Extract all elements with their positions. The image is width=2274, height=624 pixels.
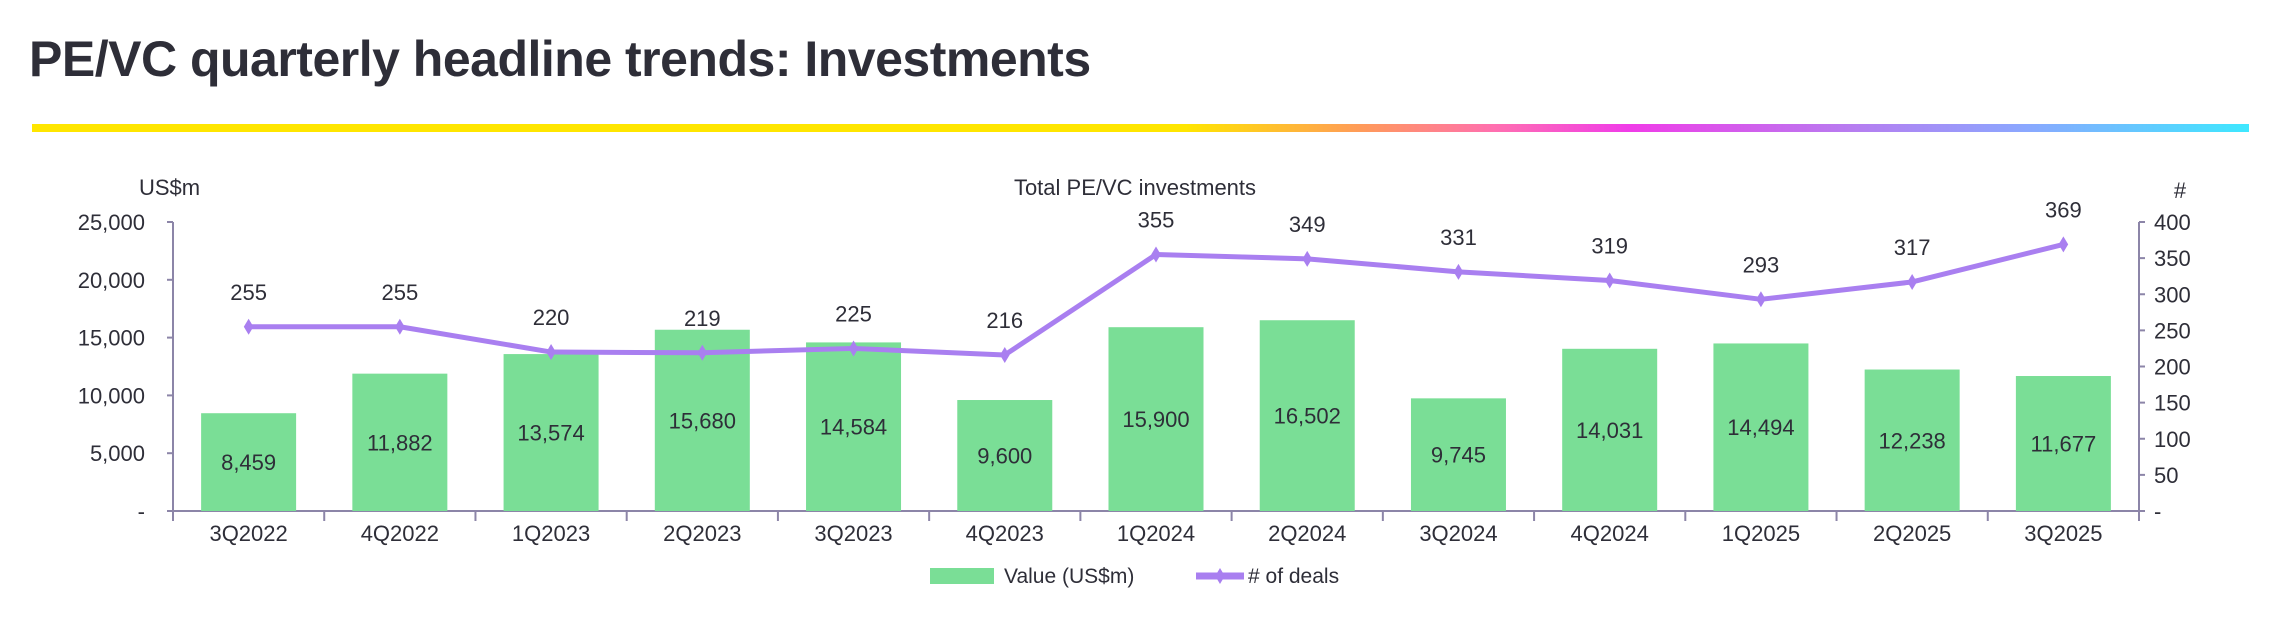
- bar: [957, 400, 1053, 511]
- x-tick-label: 3Q2025: [2024, 521, 2102, 546]
- left-tick-label: 10,000: [78, 383, 145, 408]
- bar-data-label: 11,677: [2031, 432, 2097, 457]
- bar: [352, 373, 448, 511]
- bar: [503, 354, 599, 511]
- bar: [1410, 398, 1506, 511]
- x-tick-label: 1Q2025: [1722, 521, 1800, 546]
- bar: [806, 342, 902, 511]
- deals-data-label: 255: [230, 280, 267, 305]
- bar-data-label: 9,745: [1431, 443, 1486, 468]
- right-tick-label: 350: [2154, 246, 2191, 271]
- left-tick-label: 20,000: [78, 268, 145, 293]
- deals-point: [395, 318, 405, 335]
- deals-point: [1453, 263, 1464, 280]
- bar: [1864, 369, 1960, 511]
- bar: [1108, 327, 1204, 511]
- bar: [1562, 348, 1658, 511]
- deals-data-label: 220: [533, 305, 570, 330]
- bar: [1713, 343, 1809, 511]
- deals-data-label: 349: [1289, 212, 1326, 237]
- right-tick-label: 300: [2154, 282, 2191, 307]
- bar-data-label: 14,494: [1727, 415, 1794, 440]
- x-tick-label: 2Q2023: [663, 521, 741, 546]
- left-axis-title: US$m: [139, 175, 200, 200]
- deals-data-label: 216: [986, 308, 1023, 333]
- bar: [2015, 376, 2111, 511]
- deals-data-label: 255: [381, 280, 418, 305]
- legend-label-value: Value (US$m): [1004, 565, 1134, 588]
- bar-data-label: 11,882: [367, 430, 433, 455]
- left-tick-label: 25,000: [78, 210, 145, 235]
- legend-swatch-value: [930, 568, 994, 584]
- gradient-divider: [32, 124, 2249, 132]
- x-tick-label: 3Q2024: [1419, 521, 1497, 546]
- deals-point: [1302, 250, 1313, 267]
- right-axis-title: #: [2174, 178, 2187, 203]
- deals-data-label: 369: [2045, 197, 2082, 222]
- deals-point: [1756, 291, 1766, 308]
- x-tick-label: 3Q2023: [814, 521, 892, 546]
- legend: Value (US$m) # of deals: [930, 565, 1339, 588]
- right-tick-label: 200: [2154, 355, 2191, 380]
- bar-data-label: 15,680: [669, 408, 736, 433]
- deals-data-label: 317: [1894, 235, 1931, 260]
- deals-data-label: 331: [1440, 225, 1477, 250]
- right-tick-label: 150: [2154, 391, 2191, 416]
- deals-data-label: 319: [1591, 234, 1628, 259]
- deals-data-label: 219: [684, 306, 721, 331]
- left-tick-label: -: [138, 499, 145, 524]
- bar-data-label: 16,502: [1274, 404, 1341, 429]
- page-title: PE/VC quarterly headline trends: Investm…: [29, 31, 1091, 87]
- deals-point: [1151, 246, 1161, 263]
- bar-data-label: 9,600: [977, 444, 1032, 469]
- x-tick-label: 2Q2024: [1268, 521, 1346, 546]
- deals-point: [999, 346, 1010, 363]
- bar-data-label: 14,031: [1576, 418, 1643, 443]
- chart-title: Total PE/VC investments: [1014, 175, 1256, 200]
- x-tick-label: 4Q2024: [1571, 521, 1649, 546]
- bar-data-label: 14,584: [820, 415, 887, 440]
- right-tick-label: 250: [2154, 318, 2191, 343]
- deals-point: [697, 344, 708, 361]
- deals-point: [1604, 272, 1615, 289]
- deals-data-label: 225: [835, 301, 872, 326]
- deals-point: [2058, 236, 2069, 253]
- deals-point: [546, 344, 556, 361]
- legend-label-deals: # of deals: [1248, 565, 1339, 588]
- deals-point: [1907, 273, 1917, 290]
- right-tick-label: 100: [2154, 427, 2191, 452]
- x-tick-label: 3Q2022: [209, 521, 287, 546]
- right-tick-label: 50: [2154, 463, 2178, 488]
- deals-point: [848, 340, 859, 357]
- x-tick-label: 4Q2022: [361, 521, 439, 546]
- bar: [201, 413, 297, 511]
- deals-point: [243, 318, 254, 335]
- x-tick-label: 1Q2023: [512, 521, 590, 546]
- bar-data-label: 13,574: [517, 421, 584, 446]
- legend-marker-deals: [1215, 568, 1225, 584]
- bar-data-label: 12,238: [1879, 428, 1946, 453]
- right-tick-label: 400: [2154, 210, 2191, 235]
- left-tick-label: 5,000: [90, 441, 145, 466]
- left-tick-label: 15,000: [78, 326, 145, 351]
- bar-data-label: 8,459: [221, 450, 276, 475]
- deals-data-label: 355: [1138, 208, 1175, 233]
- bar: [1259, 320, 1355, 511]
- bar-data-label: 15,900: [1122, 407, 1189, 432]
- x-tick-label: 4Q2023: [966, 521, 1044, 546]
- x-tick-label: 1Q2024: [1117, 521, 1195, 546]
- right-tick-label: -: [2154, 499, 2161, 524]
- deals-data-label: 293: [1743, 252, 1780, 277]
- x-tick-label: 2Q2025: [1873, 521, 1951, 546]
